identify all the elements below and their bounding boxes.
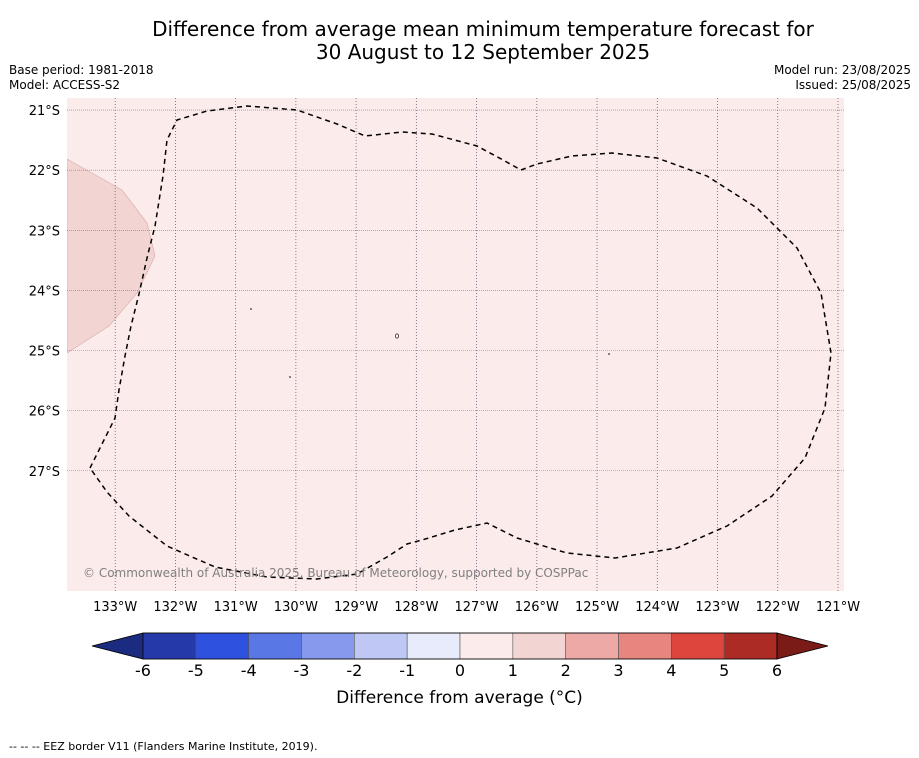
- meta-right: Model run: 23/08/2025 Issued: 25/08/2025: [774, 63, 911, 93]
- longitude-tick-label: 130°W: [274, 600, 318, 615]
- colorbar-tick-label: 6: [772, 661, 782, 680]
- title-line-2: 30 August to 12 September 2025: [315, 40, 651, 64]
- colorbar-swatch: [354, 632, 408, 660]
- colorbar-swatch: [406, 632, 461, 660]
- title-line-1: Difference from average mean minimum tem…: [152, 17, 814, 41]
- model-run-label: Model run: 23/08/2025: [773, 63, 911, 77]
- longitude-tick-label: 129°W: [334, 600, 378, 615]
- colorbar-swatch: [565, 632, 619, 660]
- colorbar-swatch: [195, 632, 249, 660]
- colorbar-tick-label: 2: [561, 661, 571, 680]
- island-marker: [250, 308, 252, 310]
- colorbar: -6 -5 -4 -3 -2 -1 0 1 2 3 4 5 6: [91, 632, 829, 680]
- longitude-tick-label: 125°W: [575, 600, 619, 615]
- longitude-tick-label: 122°W: [756, 600, 800, 615]
- colorbar-swatch: [671, 632, 725, 660]
- latitude-tick-label: 23°S: [29, 224, 60, 239]
- forecast-map: © Commonwealth of Australia 2025, Bureau…: [67, 98, 844, 591]
- longitude-tick-label: 133°W: [93, 600, 137, 615]
- colorbar-tick-label: -2: [346, 661, 362, 680]
- island-marker: [289, 376, 291, 378]
- warm-anomaly-patch: [67, 158, 156, 354]
- colorbar-tick-label: -5: [188, 661, 204, 680]
- colorbar-frame: [142, 632, 778, 660]
- colorbar-label: Difference from average (°C): [336, 688, 583, 708]
- latitude-tick-label: 24°S: [29, 284, 60, 299]
- latitude-tick-label: 27°S: [29, 465, 60, 480]
- base-period-label: Base period: 1981-2018: [9, 63, 154, 77]
- colorbar-tick-label: -6: [135, 661, 151, 680]
- island-marker: [394, 333, 399, 339]
- colorbar-tick-label: -1: [399, 661, 415, 680]
- longitude-tick-label: 121°W: [816, 600, 860, 615]
- colorbar-tick-label: -3: [294, 661, 310, 680]
- eez-border: [89, 105, 832, 580]
- issued-label: Issued: 25/08/2025: [795, 78, 911, 92]
- longitude-tick-label: 124°W: [635, 600, 679, 615]
- latitude-tick-label: 25°S: [29, 345, 60, 360]
- longitude-tick-label: 126°W: [515, 600, 559, 615]
- longitude-tick-label: 131°W: [214, 600, 258, 615]
- longitude-labels: 133°W 132°W 131°W 130°W 129°W 128°W 127°W 126°W…: [93, 600, 860, 615]
- colorbar-tick-label: -4: [241, 661, 257, 680]
- colorbar-over-arrow: [776, 632, 829, 660]
- colorbar-tick-label: 0: [455, 661, 465, 680]
- colorbar-tick-label: 3: [613, 661, 623, 680]
- model-label: Model: ACCESS-S2: [9, 78, 121, 92]
- longitude-tick-label: 123°W: [695, 600, 739, 615]
- longitude-tick-label: 132°W: [153, 600, 197, 615]
- map-title: Difference from average mean minimum tem…: [0, 18, 919, 64]
- map-background: [67, 98, 844, 591]
- colorbar-tick-label: 4: [666, 661, 676, 680]
- latitude-tick-label: 21°S: [29, 104, 60, 119]
- latitude-labels: 21°S 22°S 23°S 24°S 25°S 26°S 27°S: [29, 104, 60, 480]
- colorbar-under-arrow: [91, 632, 144, 660]
- copyright-notice: © Commonwealth of Australia 2025, Bureau…: [83, 566, 588, 580]
- longitude-tick-label: 128°W: [394, 600, 438, 615]
- colorbar-tick-label: 1: [508, 661, 518, 680]
- colorbar-swatch: [301, 632, 355, 660]
- colorbar-swatch: [512, 632, 566, 660]
- latitude-tick-label: 22°S: [29, 164, 60, 179]
- latitude-tick-label: 26°S: [29, 405, 60, 420]
- eez-legend-note: -- -- -- EEZ border V11 (Flanders Marine…: [9, 740, 318, 753]
- colorbar-swatch: [142, 632, 197, 660]
- island-markers: [250, 308, 610, 378]
- colorbar-swatch: [618, 632, 672, 660]
- colorbar-swatch: [459, 632, 514, 660]
- longitude-tick-label: 127°W: [454, 600, 498, 615]
- meta-left: Base period: 1981-2018 Model: ACCESS-S2: [9, 63, 154, 93]
- graticule: [67, 98, 844, 591]
- colorbar-tick-label: 5: [719, 661, 729, 680]
- colorbar-swatch: [723, 632, 778, 660]
- colorbar-swatch: [248, 632, 302, 660]
- island-marker: [608, 353, 610, 355]
